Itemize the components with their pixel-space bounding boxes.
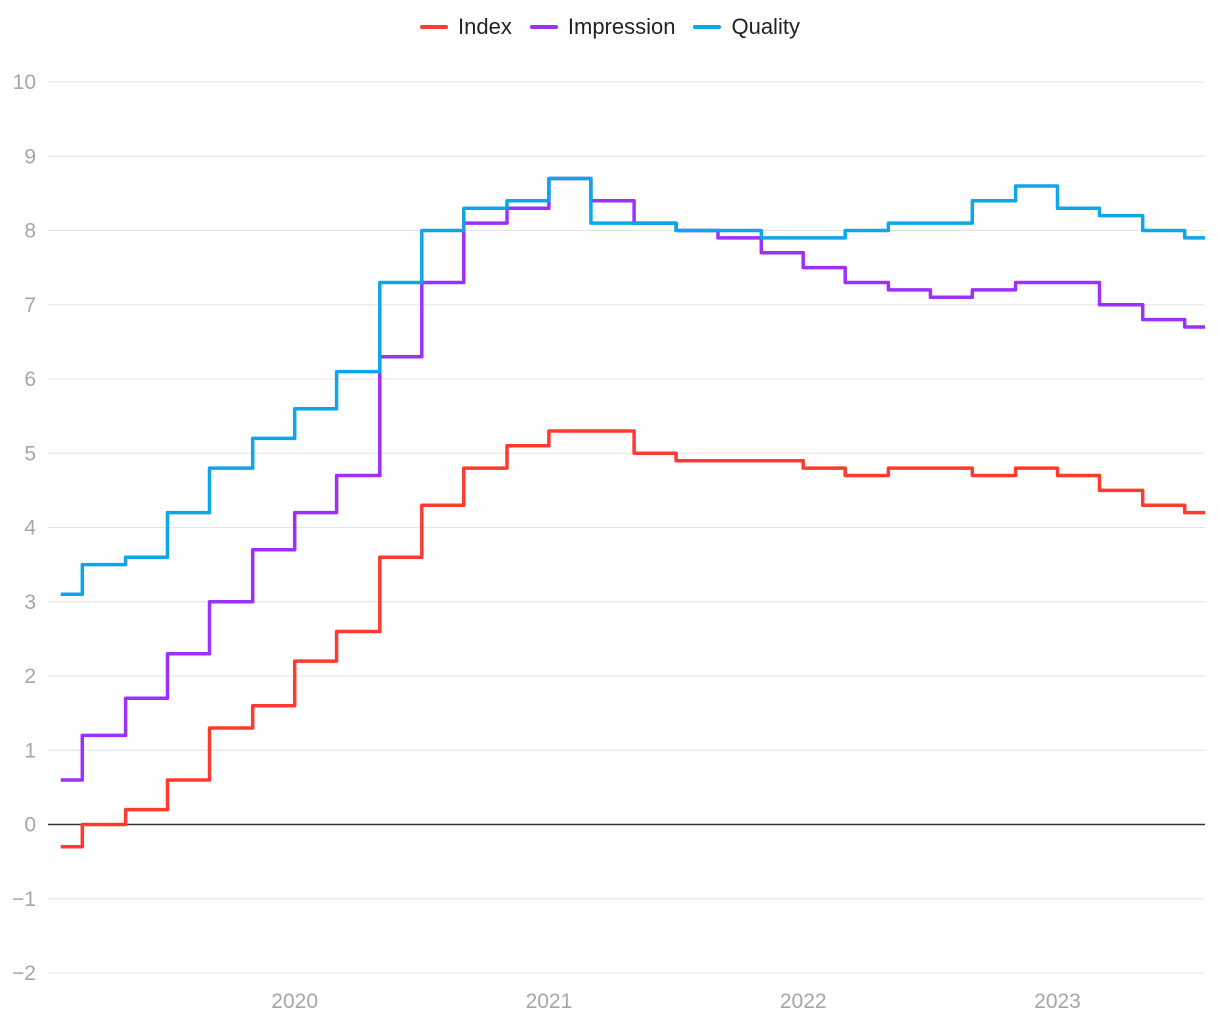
y-tick-label: 10 — [13, 71, 36, 94]
y-tick-label: 9 — [24, 145, 36, 168]
y-tick-label: 5 — [24, 442, 36, 465]
legend-item-index: Index — [420, 14, 512, 40]
x-tick-label: 2022 — [780, 990, 827, 1013]
legend-item-quality: Quality — [693, 14, 800, 40]
series-line-impression — [60, 176, 1205, 782]
series-line-index — [60, 429, 1205, 849]
legend-label-index: Index — [458, 14, 512, 39]
legend: Index Impression Quality — [0, 14, 1220, 40]
legend-swatch-impression — [529, 25, 558, 29]
series-lines — [60, 176, 1205, 849]
y-tick-label: 2 — [24, 665, 36, 688]
x-tick-label: 2023 — [1034, 990, 1081, 1013]
legend-label-impression: Impression — [567, 14, 676, 39]
y-tick-label: 0 — [24, 814, 36, 837]
series-line-quality — [60, 176, 1205, 597]
legend-swatch-quality — [693, 25, 722, 29]
y-tick-label: −2 — [12, 962, 36, 985]
y-tick-label: 3 — [24, 591, 36, 614]
y-tick-label: 4 — [24, 517, 36, 540]
y-tick-label: 8 — [24, 220, 36, 243]
legend-label-quality: Quality — [731, 14, 800, 39]
legend-item-impression: Impression — [529, 14, 676, 40]
y-tick-label: 1 — [24, 739, 36, 762]
gridlines — [48, 81, 1205, 974]
y-axis-ticks: −2 −1 0 1 2 3 4 5 6 7 8 9 10 — [12, 71, 36, 985]
y-tick-label: −1 — [12, 888, 36, 911]
y-tick-label: 7 — [24, 294, 36, 317]
y-tick-label: 6 — [24, 368, 36, 391]
x-tick-label: 2020 — [271, 990, 318, 1013]
x-tick-label: 2021 — [526, 990, 573, 1013]
x-axis-ticks: 2020 2021 2022 2023 — [271, 990, 1081, 1013]
legend-swatch-index — [420, 25, 449, 29]
